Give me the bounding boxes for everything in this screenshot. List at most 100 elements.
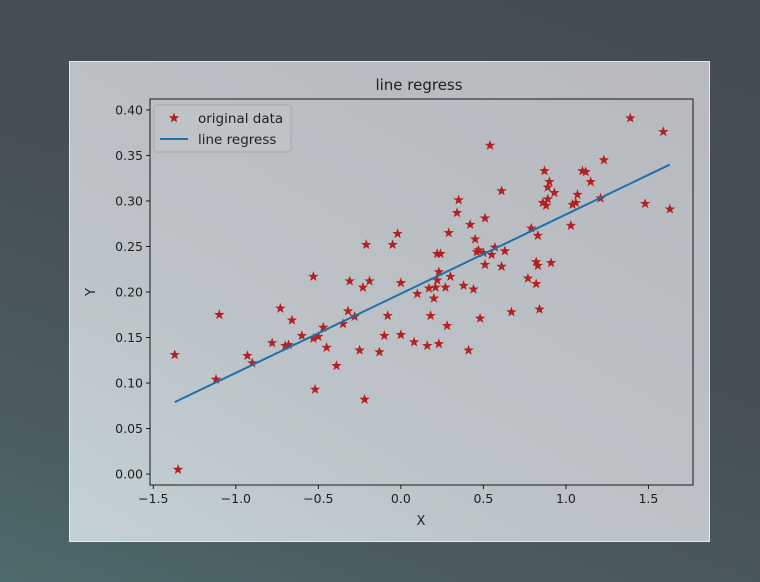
x-tick-label: −0.5 <box>303 491 333 506</box>
data-point <box>395 277 407 288</box>
data-point <box>532 260 544 271</box>
y-axis-label: Y <box>84 288 99 297</box>
data-point <box>542 181 553 192</box>
data-point <box>318 322 329 332</box>
data-point <box>214 309 225 320</box>
data-point <box>286 314 298 325</box>
data-point <box>344 275 355 286</box>
data-point <box>530 278 542 289</box>
data-point <box>458 280 469 291</box>
data-point <box>496 261 507 271</box>
data-point <box>585 176 596 187</box>
plot-frame <box>149 98 694 486</box>
data-point <box>296 330 308 341</box>
data-point <box>309 383 321 394</box>
data-point <box>522 272 534 283</box>
y-tick-label: 0.30 <box>115 193 143 208</box>
data-point <box>540 200 552 210</box>
data-point <box>453 194 464 205</box>
data-point <box>440 281 451 292</box>
data-point <box>484 139 496 150</box>
data-point <box>354 344 365 355</box>
y-tick-label: 0.20 <box>115 285 143 300</box>
data-point <box>275 302 286 313</box>
data-point <box>433 338 445 349</box>
data-point <box>496 185 507 196</box>
data-point <box>598 154 610 165</box>
data-point <box>359 393 370 404</box>
data-point <box>423 282 435 293</box>
data-point <box>443 227 454 238</box>
data-point <box>570 197 582 208</box>
data-point <box>565 220 577 230</box>
data-point <box>266 337 278 348</box>
x-tick-label: −1.0 <box>221 491 251 506</box>
y-tick-label: 0.25 <box>115 239 143 254</box>
x-tick-label: 1.0 <box>556 491 576 506</box>
data-point <box>468 283 479 294</box>
data-point <box>532 230 544 240</box>
data-point <box>379 330 390 341</box>
y-tick-label: 0.00 <box>115 467 143 482</box>
chart: line regress −1.5 −1.0 −0.5 0.0 0.5 1.0 1.5 0.… <box>84 76 694 529</box>
regression-line <box>174 163 671 404</box>
data-point <box>242 350 253 361</box>
data-point <box>549 187 560 198</box>
data-point <box>506 306 517 317</box>
data-point <box>474 312 486 323</box>
legend-label-original-data: original data <box>198 111 283 127</box>
legend-box <box>153 104 292 153</box>
data-point <box>364 275 375 286</box>
data-point <box>580 166 591 177</box>
data-point <box>321 342 332 352</box>
x-tick-label: 0.0 <box>391 491 411 506</box>
data-point <box>435 248 446 259</box>
data-point <box>542 193 553 204</box>
data-point <box>445 271 456 281</box>
data-point <box>451 207 463 218</box>
data-point <box>544 176 555 187</box>
data-point <box>572 189 583 200</box>
x-axis-label: X <box>417 514 426 529</box>
data-point <box>374 346 385 357</box>
data-point <box>479 212 491 223</box>
y-tick-label: 0.05 <box>115 421 143 436</box>
data-point <box>473 244 484 255</box>
data-point <box>331 360 342 371</box>
data-point <box>342 305 354 316</box>
x-tick-label: 0.5 <box>473 491 493 506</box>
data-point <box>539 165 550 176</box>
data-point <box>479 259 491 270</box>
data-point <box>433 266 445 277</box>
x-tick-label: −1.5 <box>138 491 168 506</box>
legend-marker-original-data <box>168 112 180 123</box>
data-point <box>441 320 453 331</box>
data-point <box>658 126 669 137</box>
data-point <box>392 228 403 239</box>
data-point <box>625 112 636 123</box>
data-point <box>412 288 423 299</box>
data-point <box>169 349 180 360</box>
legend-label-line-regress: line regress <box>198 132 276 148</box>
legend: original data line regress <box>153 104 292 153</box>
data-point <box>639 198 651 209</box>
y-axis: 0.00 0.05 0.10 0.15 0.20 0.25 0.30 0.35 0.40 <box>115 102 150 482</box>
chart-title: line regress <box>375 76 462 94</box>
data-point <box>408 336 420 347</box>
data-point <box>360 239 372 250</box>
data-point <box>463 344 474 355</box>
y-tick-label: 0.10 <box>115 376 143 391</box>
data-point <box>425 310 436 321</box>
data-point <box>357 281 369 292</box>
data-point <box>430 281 441 292</box>
x-axis: −1.5 −1.0 −0.5 0.0 0.5 1.0 1.5 <box>138 485 658 506</box>
data-point <box>172 464 184 474</box>
y-tick-label: 0.35 <box>115 148 143 163</box>
figure-window: line regress −1.5 −1.0 −0.5 0.0 0.5 1.0 1.5 0.… <box>69 61 710 542</box>
x-tick-label: 1.5 <box>638 491 658 506</box>
data-point <box>395 329 407 340</box>
data-point <box>486 249 497 260</box>
data-point <box>422 340 433 351</box>
data-point <box>382 310 393 321</box>
data-point <box>308 271 319 281</box>
